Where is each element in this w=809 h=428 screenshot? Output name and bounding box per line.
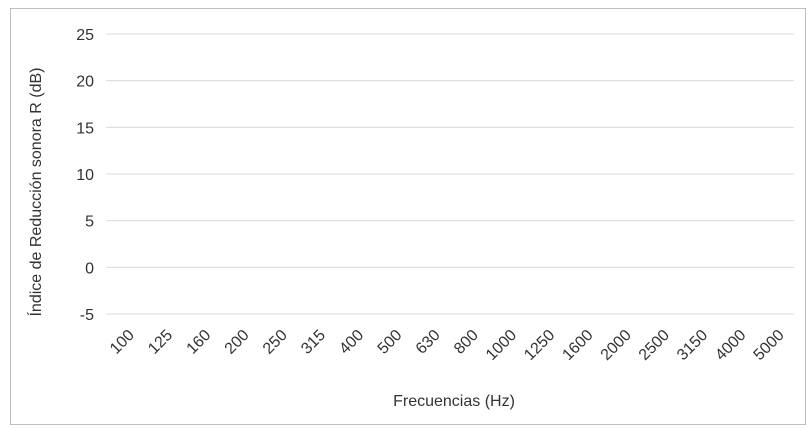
x-tick-label: 1600 <box>559 327 596 364</box>
y-tick-label: 5 <box>85 214 94 231</box>
x-tick-label: 200 <box>222 327 253 358</box>
x-tick-label: 160 <box>184 327 215 358</box>
y-tick-label: 0 <box>85 260 94 277</box>
x-tick-label: 5000 <box>751 327 788 364</box>
y-axis-title: Índice de Reducción sonora R (dB) <box>26 67 45 316</box>
x-tick-label: 250 <box>260 327 291 358</box>
x-tick-label: 500 <box>375 327 406 358</box>
y-tick-label: 20 <box>76 74 94 91</box>
x-tick-label: 400 <box>336 327 367 358</box>
x-tick-label: 315 <box>298 327 329 358</box>
x-tick-labels: 100 125 160 200 250 315 400 500 630 800 1000 1250 16… <box>107 327 788 364</box>
x-axis-title: Frecuencias (Hz) <box>393 393 515 410</box>
chart-frame: 25 20 15 10 5 0 -5 100 125 160 200 250 315 400 500 630… <box>10 8 806 425</box>
x-tick-label: 125 <box>145 327 176 358</box>
x-tick-label: 800 <box>451 327 482 358</box>
y-tick-label: -5 <box>80 307 94 324</box>
x-tick-label: 1250 <box>521 327 558 364</box>
x-tick-label: 2000 <box>598 327 635 364</box>
y-tick-label: 10 <box>76 167 94 184</box>
x-tick-label: 3150 <box>674 327 711 364</box>
x-tick-label: 100 <box>107 327 138 358</box>
y-tick-label: 15 <box>76 120 94 137</box>
x-tick-label: 1000 <box>483 327 520 364</box>
y-tick-label: 25 <box>76 27 94 44</box>
x-tick-label: 630 <box>413 327 444 358</box>
x-tick-label: 4000 <box>712 327 749 364</box>
gridlines <box>106 33 794 315</box>
y-tick-labels: 25 20 15 10 5 0 -5 <box>76 27 94 324</box>
x-tick-label: 2500 <box>636 327 673 364</box>
chart: 25 20 15 10 5 0 -5 100 125 160 200 250 315 400 500 630… <box>26 27 794 410</box>
